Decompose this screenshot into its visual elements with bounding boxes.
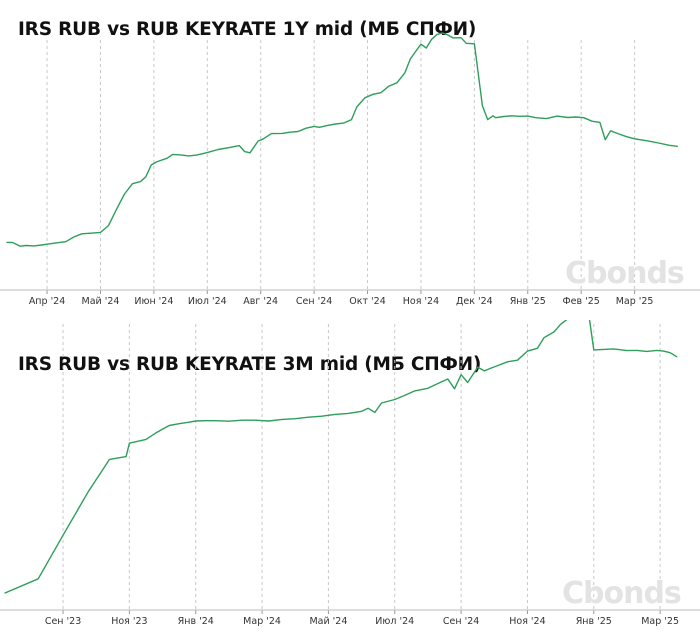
x-tick-label: Янв '25 <box>510 296 546 307</box>
x-tick-label: Июл '24 <box>375 616 414 627</box>
x-tick-label: Сен '23 <box>45 616 81 627</box>
x-tick-label: Сен '24 <box>443 616 479 627</box>
x-tick-label: Окт '24 <box>349 296 385 307</box>
chart-panel-1y: IRS RUB vs RUB KEYRATE 1Y mid (МБ СПФИ) … <box>0 19 700 307</box>
watermark-logo: Cbonds <box>562 576 682 611</box>
x-tick-label: Апр '24 <box>29 296 65 307</box>
x-tick-label: Ноя '24 <box>403 296 439 307</box>
chart-panel-3m: IRS RUB vs RUB KEYRATE 3M mid (МБ СПФИ) … <box>0 320 700 639</box>
series-line <box>4 320 678 594</box>
chart-plot: Апр '24 Май '24 Июн '24 Июл '24 Авг '24 Сен '… <box>0 32 700 307</box>
x-tick-label: Ноя '24 <box>509 616 545 627</box>
x-tick-label: Мар '24 <box>243 616 281 627</box>
x-tick-label: Июн '24 <box>134 296 173 307</box>
x-tick-label: Июл '24 <box>188 296 227 307</box>
watermark-logo: Cbonds <box>565 256 685 291</box>
x-tick-label: Сен '24 <box>296 296 332 307</box>
x-tick-label: Мар '25 <box>641 616 679 627</box>
x-tick-label: Ноя '23 <box>111 616 147 627</box>
chart-plot: Сен '23 Ноя '23 Янв '24 Мар '24 Май '24 Июл '… <box>0 320 700 627</box>
chart-title: IRS RUB vs RUB KEYRATE 1Y mid (МБ СПФИ) <box>18 19 477 40</box>
x-tick-label: Дек '24 <box>456 296 493 307</box>
x-tick-label: Авг '24 <box>243 296 278 307</box>
x-tick-label: Фев '25 <box>563 296 600 307</box>
x-tick-label: Мар '25 <box>616 296 654 307</box>
x-tick-label: Янв '25 <box>576 616 612 627</box>
x-tick-label: Май '24 <box>309 616 347 627</box>
series-line <box>6 32 678 247</box>
x-tick-label: Янв '24 <box>178 616 214 627</box>
chart-title: IRS RUB vs RUB KEYRATE 3M mid (МБ СПФИ) <box>18 354 482 375</box>
x-tick-label: Май '24 <box>82 296 120 307</box>
